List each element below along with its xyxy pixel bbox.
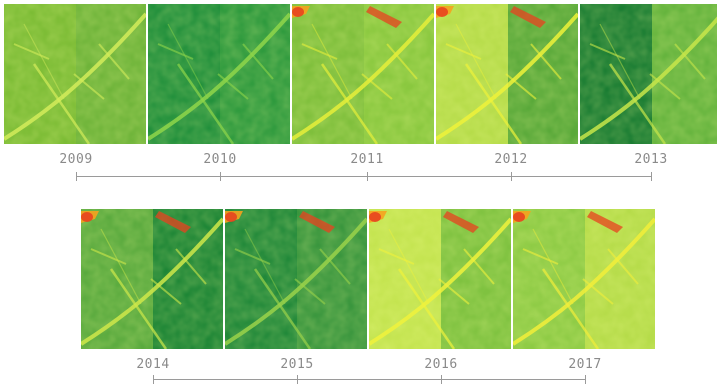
year-label-2010: 2010 xyxy=(203,152,237,167)
timeline-tick xyxy=(297,375,298,384)
satellite-image-2016 xyxy=(369,209,511,349)
satellite-image-2015 xyxy=(225,209,367,349)
satellite-image-2017 xyxy=(513,209,655,349)
satellite-tile-2011 xyxy=(292,4,434,144)
timeline-tick xyxy=(511,172,512,181)
year-label-2014: 2014 xyxy=(136,357,170,372)
satellite-tile-2016 xyxy=(369,209,511,349)
year-label-2011: 2011 xyxy=(350,152,384,167)
timeline-axis-top xyxy=(76,176,652,177)
satellite-image-2009 xyxy=(4,4,146,144)
satellite-image-2013 xyxy=(580,4,717,144)
year-label-2009: 2009 xyxy=(59,152,93,167)
year-label-2015: 2015 xyxy=(280,357,314,372)
timeline-tick xyxy=(441,375,442,384)
year-label-2012: 2012 xyxy=(494,152,528,167)
timeline-axis-bottom xyxy=(153,379,585,380)
year-label-2016: 2016 xyxy=(424,357,458,372)
satellite-image-2011 xyxy=(292,4,434,144)
satellite-tile-2009 xyxy=(4,4,146,144)
satellite-image-2014 xyxy=(81,209,223,349)
year-label-2017: 2017 xyxy=(568,357,602,372)
satellite-tile-2013 xyxy=(580,4,717,144)
satellite-image-2010 xyxy=(148,4,290,144)
satellite-tile-2012 xyxy=(436,4,578,144)
year-label-2013: 2013 xyxy=(634,152,668,167)
timeline-tick xyxy=(76,172,77,181)
timeline-tick xyxy=(153,375,154,384)
timeline-tick xyxy=(651,172,652,181)
satellite-tile-2017 xyxy=(513,209,655,349)
timeline-tick xyxy=(585,375,586,384)
timeline-tick xyxy=(367,172,368,181)
timeline-tick xyxy=(220,172,221,181)
satellite-tile-2015 xyxy=(225,209,367,349)
satellite-tile-2014 xyxy=(81,209,223,349)
satellite-tile-2010 xyxy=(148,4,290,144)
satellite-image-2012 xyxy=(436,4,578,144)
